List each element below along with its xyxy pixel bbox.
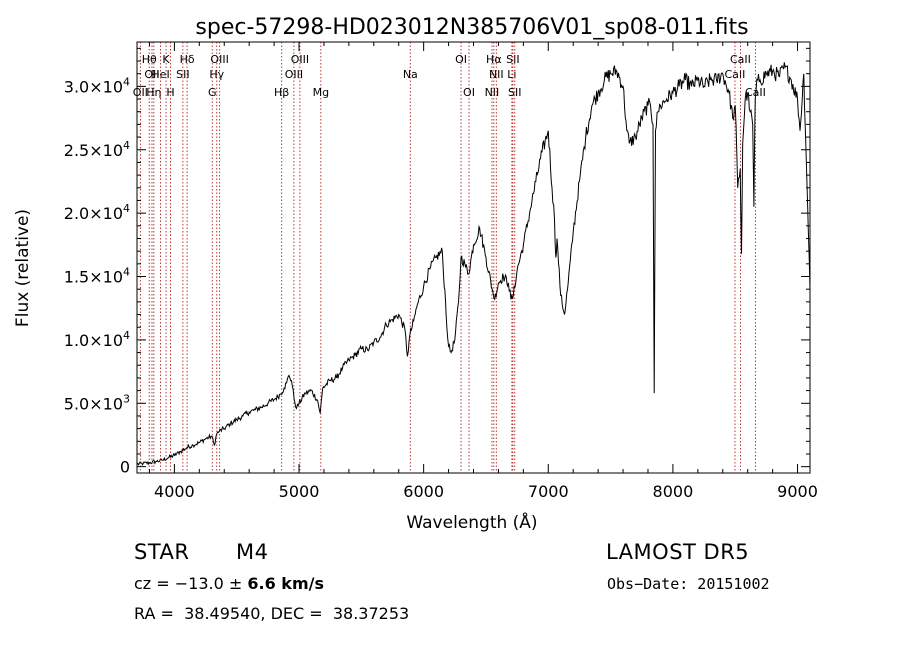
line-marker-label-3: Hη	[146, 86, 161, 99]
y-tick-label-2: 1.0×104	[64, 329, 130, 350]
y-axis-label: Flux (relative)	[13, 209, 33, 327]
redshift-line: cz = −13.0 ± 6.6 km/s	[134, 574, 324, 593]
y-tick-label-6: 3.0×104	[64, 75, 130, 96]
x-tick-label-3: 7000	[528, 482, 569, 501]
line-marker-label-6: H	[166, 86, 174, 99]
coordinates: RA = 38.49540, DEC = 38.37253	[134, 604, 410, 623]
line-marker-label-23: SII	[506, 53, 519, 66]
line-marker-label-9: G	[208, 86, 217, 99]
line-marker-label-2: OII	[144, 68, 159, 81]
subclass: M4	[236, 540, 269, 564]
survey-name: LAMOST DR5	[606, 540, 750, 564]
cz-error: 6.6	[247, 574, 276, 593]
line-marker-label-22: Li	[507, 68, 516, 81]
line-marker-label-11: OIII	[210, 53, 228, 66]
line-marker-label-18: OI	[463, 86, 475, 99]
line-marker-label-24: SII	[508, 86, 521, 99]
emission-line-markers: OIIHθOIIHηHeIKHSIIHδGHγOIIIHβOIIIOIIIMgN…	[133, 42, 766, 473]
line-marker-label-15: Mg	[313, 86, 329, 99]
line-marker-label-27: CaII	[745, 86, 766, 99]
chart-title: spec-57298-HD023012N385706V01_sp08-011.f…	[195, 15, 748, 40]
x-tick-label-5: 9000	[777, 482, 818, 501]
line-marker-label-4: HeI	[151, 68, 169, 81]
cz-plusminus: ±	[223, 574, 248, 593]
line-marker-label-14: OIII	[291, 53, 309, 66]
line-marker-label-10: Hγ	[209, 68, 224, 81]
line-marker-label-21: NII	[489, 68, 504, 81]
cz-value: −13.0	[174, 574, 224, 593]
y-tick-label-5: 2.5×104	[64, 139, 130, 160]
line-marker-label-8: Hδ	[180, 53, 195, 66]
observation-date: Obs−Date: 20151002	[607, 575, 770, 593]
y-tick-label-4: 2.0×104	[64, 202, 130, 223]
spectrum-line	[136, 62, 811, 466]
line-marker-label-7: SII	[176, 68, 189, 81]
line-marker-label-19: NII	[485, 86, 500, 99]
line-marker-label-1: Hθ	[142, 53, 157, 66]
line-marker-label-13: OIII	[285, 68, 303, 81]
y-axis: 0 5.0×103 1.0×104 1.5×104 2.0×104 2.5×104 3.0×…	[64, 47, 810, 477]
line-marker-label-20: Hα	[486, 53, 502, 66]
object-type: STAR	[134, 540, 190, 564]
x-axis-label: Wavelength (Å)	[406, 511, 537, 533]
line-marker-label-26: CaII	[730, 53, 751, 66]
cz-label: cz =	[134, 574, 175, 593]
cz-unit: km/s	[275, 574, 324, 593]
x-axis: 4000 5000 6000 7000 8000 9000	[148, 42, 818, 501]
line-marker-label-16: Na	[403, 68, 418, 81]
y-tick-label-1: 5.0×103	[64, 392, 130, 413]
x-tick-label-1: 5000	[279, 482, 320, 501]
line-marker-label-12: Hβ	[274, 86, 289, 99]
y-tick-label-0: 0	[120, 458, 130, 477]
x-tick-label-2: 6000	[403, 482, 444, 501]
x-tick-label-4: 8000	[653, 482, 694, 501]
y-tick-label-3: 1.5×104	[64, 266, 130, 287]
line-marker-label-25: CaII	[725, 68, 746, 81]
plot-frame	[136, 41, 811, 474]
line-marker-label-17: OI	[455, 53, 467, 66]
line-marker-label-5: K	[162, 53, 170, 66]
x-tick-label-0: 4000	[154, 482, 195, 501]
